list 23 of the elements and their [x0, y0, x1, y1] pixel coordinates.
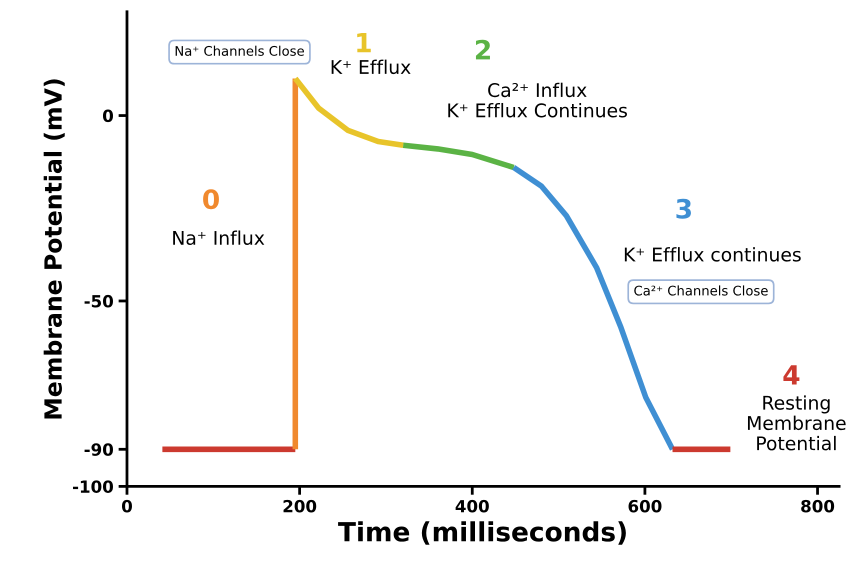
- text: 3: [676, 198, 691, 219]
- y-tick-label: -100: [72, 480, 113, 493]
- text: 0: [203, 189, 219, 210]
- annotation: K⁺ Efflux continues: [624, 247, 801, 262]
- x-tick-label: 200: [284, 500, 316, 512]
- y-tick-label: -90: [84, 443, 113, 456]
- x-tick-label: 400: [456, 500, 489, 512]
- x-axis-title: Time (milliseconds): [338, 521, 626, 545]
- text: 4: [783, 365, 800, 384]
- annotation: Resting Membrane Potential: [748, 395, 846, 450]
- x-tick-label: 600: [628, 500, 662, 512]
- annotation: Ca²⁺ Channels Close: [634, 285, 768, 296]
- annotation: Na⁺ Channels Close: [176, 46, 304, 56]
- annotation: Na⁺ Influx: [173, 230, 264, 245]
- x-tick-label: 0: [122, 500, 132, 512]
- annotation: Ca²⁺ Influx K⁺ Efflux Continues: [448, 82, 627, 118]
- text: 1: [357, 32, 371, 52]
- y-axis-title: Membrane Potential (mV): [44, 79, 65, 419]
- text: 2: [476, 40, 490, 60]
- x-tick-label: 800: [801, 500, 834, 512]
- annotation: K⁺ Efflux: [332, 60, 411, 74]
- y-tick-label: 0: [102, 110, 113, 122]
- y-tick-label: -50: [84, 294, 113, 308]
